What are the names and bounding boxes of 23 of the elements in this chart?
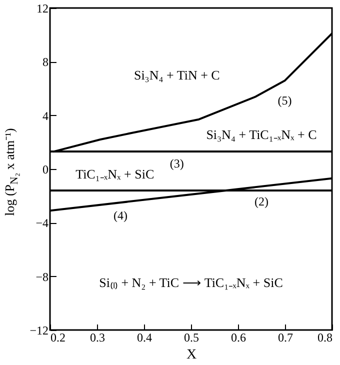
annotation: TiC₁₋ₓNₓ + SiC <box>76 166 154 182</box>
series-label: (4) <box>114 208 128 223</box>
x-axis-title: X <box>186 348 197 362</box>
x-tick-label: 0.7 <box>278 330 293 344</box>
x-tick-label: 0.6 <box>231 330 246 344</box>
y-tick-label: 0 <box>42 162 48 176</box>
y-tick-label: −12 <box>30 324 48 338</box>
annotation: Si₃N₄ + TiN + C <box>134 68 220 83</box>
series-label: (3) <box>170 156 184 171</box>
x-tick-label: 0.3 <box>90 330 105 344</box>
y-tick-label: −8 <box>36 270 48 284</box>
y-tick-label: 4 <box>42 108 48 123</box>
x-tick-label: 0.5 <box>184 330 199 344</box>
series-label: (5) <box>278 94 292 108</box>
y-tick-label: 8 <box>42 55 48 70</box>
y-tick-label: 12 <box>36 2 48 16</box>
y-tick-label: −4 <box>36 216 48 230</box>
x-tick-label: 0.2 <box>50 330 66 344</box>
annotation: Si₃N₄ + TiC₁₋ₓNₓ + C <box>206 126 317 142</box>
series-label: (2) <box>254 194 268 208</box>
annotation: Si₍ₗ₎ + N₂ + TiC ⟶ TiC₁₋ₓNₓ + SiC <box>99 274 283 290</box>
x-tick-label: 0.4 <box>137 330 152 344</box>
x-tick-label: 0.8 <box>318 330 332 344</box>
